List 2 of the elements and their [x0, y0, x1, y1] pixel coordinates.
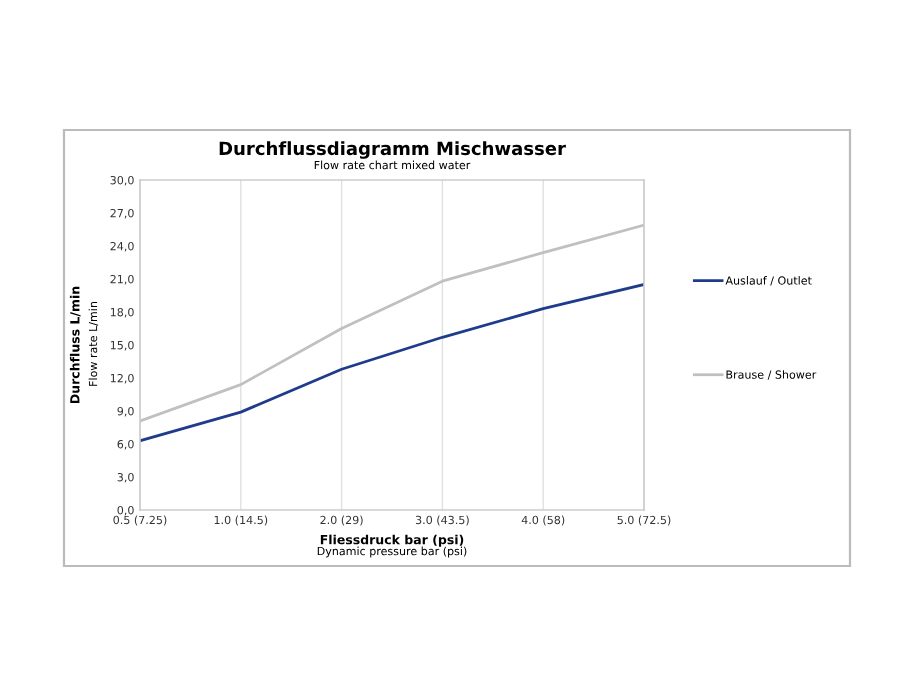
chart-title: Durchflussdiagramm Mischwasser	[219, 141, 566, 159]
line-series	[140, 283, 644, 443]
